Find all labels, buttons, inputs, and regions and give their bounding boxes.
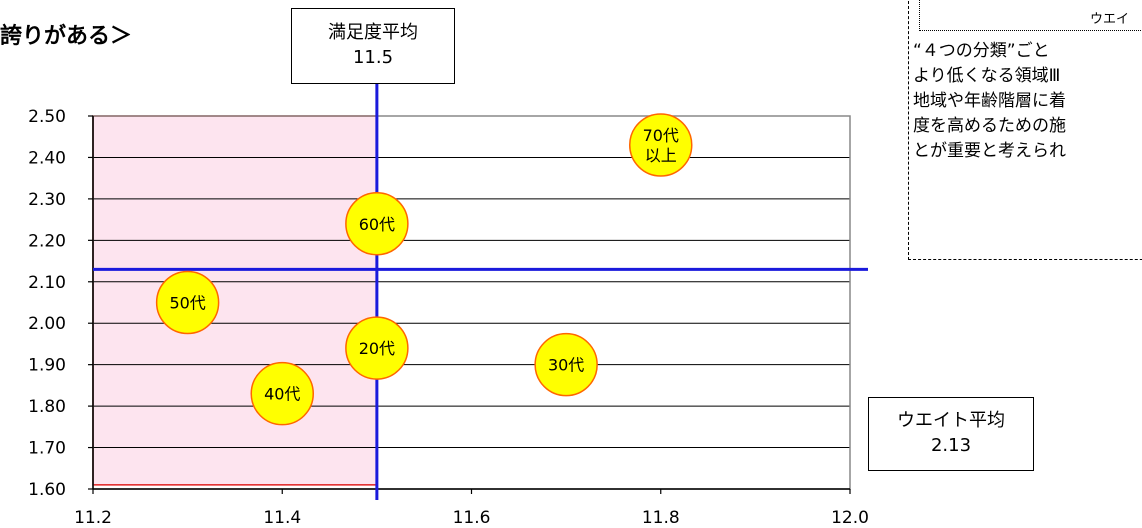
note-line: より低くなる領域Ⅲ bbox=[913, 66, 1061, 86]
page-title: 誇りがある＞ bbox=[0, 24, 133, 49]
x-tick-label: 11.8 bbox=[642, 508, 680, 528]
weight-average-label: ウエイト平均 bbox=[897, 410, 1005, 431]
x-tick-label: 11.2 bbox=[74, 508, 112, 528]
note-line: とが重要と考えられ bbox=[913, 141, 1066, 161]
data-label: 50代 bbox=[169, 294, 205, 313]
data-point bbox=[250, 361, 314, 426]
x-tick-label: 11.4 bbox=[263, 508, 301, 528]
note-line: 地域や年齢階層に着 bbox=[913, 91, 1066, 111]
satisfaction-average-value: 11.5 bbox=[352, 47, 394, 68]
data-point bbox=[345, 316, 409, 380]
note-line: “４つの分類”ごと bbox=[913, 41, 1050, 61]
satisfaction-average-label: 満足度平均 bbox=[328, 22, 418, 43]
y-tick-label: 2.30 bbox=[28, 190, 66, 210]
data-label: 30代 bbox=[548, 356, 584, 375]
note-body: “４つの分類”ごと より低くなる領域Ⅲ 地域や年齢階層に着 度を高めるための施 … bbox=[913, 39, 1142, 164]
data-label: 60代 bbox=[359, 215, 395, 234]
y-tick-label: 1.80 bbox=[28, 397, 66, 417]
data-label: 70代 bbox=[643, 126, 679, 145]
note-header: ウエイ bbox=[919, 0, 1142, 31]
weight-average-value: 2.13 bbox=[930, 435, 972, 456]
satisfaction-average-box: 満足度平均 11.5 bbox=[291, 8, 455, 84]
y-tick-label: 2.20 bbox=[28, 231, 66, 251]
data-point bbox=[629, 113, 693, 177]
data-label: 40代 bbox=[264, 385, 300, 404]
note-line: 度を高めるための施 bbox=[913, 116, 1066, 136]
data-label: 20代 bbox=[359, 339, 395, 358]
y-tick-label: 1.90 bbox=[28, 356, 66, 376]
data-label: 以上 bbox=[645, 146, 677, 165]
y-tick-label: 1.60 bbox=[28, 480, 66, 500]
y-tick-label: 2.00 bbox=[28, 314, 66, 334]
data-point bbox=[155, 270, 220, 335]
note-panel: ウエイ “４つの分類”ごと より低くなる領域Ⅲ 地域や年齢階層に着 度を高めるた… bbox=[908, 0, 1142, 260]
x-tick-label: 12.0 bbox=[831, 508, 869, 528]
data-point bbox=[345, 192, 409, 256]
y-tick-label: 2.50 bbox=[28, 107, 66, 127]
y-tick-label: 2.10 bbox=[28, 273, 66, 293]
highlight-region bbox=[92, 115, 378, 486]
y-tick-label: 2.40 bbox=[28, 148, 66, 168]
y-tick-label: 1.70 bbox=[28, 439, 66, 459]
x-tick-label: 11.6 bbox=[453, 508, 491, 528]
data-point bbox=[534, 332, 598, 397]
weight-average-box: ウエイト平均 2.13 bbox=[868, 397, 1034, 471]
